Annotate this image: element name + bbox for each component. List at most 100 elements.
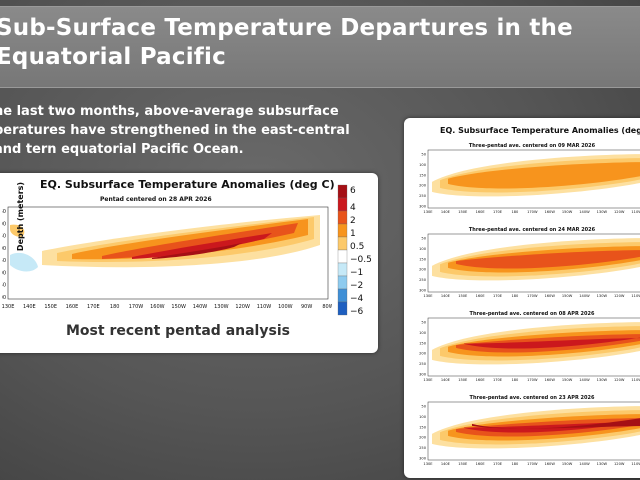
- right-y-tick: 200: [419, 436, 427, 440]
- right-x-tick: 150W: [562, 294, 573, 298]
- slide-subtitle: he last two months, above-average subsur…: [0, 104, 350, 157]
- right-x-tick: 170E: [493, 294, 503, 298]
- right-y-tick: 300: [419, 373, 427, 377]
- right-y-tick: 100: [419, 163, 427, 167]
- warm-anomaly-layer: [448, 162, 640, 189]
- main-x-tick: 140E: [23, 304, 36, 310]
- right-x-tick: 130E: [423, 462, 433, 466]
- colorbar-swatch: [337, 275, 348, 290]
- main-y-axis: 50 100 150 200 250 300 350 400: [2, 209, 6, 301]
- right-x-tick: 110W: [631, 462, 640, 466]
- main-x-tick: 150W: [171, 304, 186, 310]
- main-y-tick: 100: [2, 221, 6, 227]
- right-x-tick: 130E: [423, 294, 433, 298]
- colorbar-swatch: [337, 236, 348, 251]
- pentad-map-label: Three-pentad ave. centered on 08 APR 202…: [470, 311, 595, 317]
- colorbar-swatch: [337, 223, 348, 238]
- main-x-tick: 170W: [129, 304, 144, 310]
- right-x-tick: 180: [511, 462, 519, 466]
- right-x-tick: 110W: [631, 294, 640, 298]
- colorbar-label: −0.5: [350, 255, 372, 265]
- right-y-tick: 100: [419, 415, 427, 419]
- right-x-tick: 160W: [544, 462, 555, 466]
- depth-axis-label: Depth (meters): [16, 181, 26, 252]
- right-x-tick: 120W: [614, 294, 625, 298]
- right-x-tick: 170E: [493, 462, 503, 466]
- right-y-tick: 100: [419, 331, 427, 335]
- right-x-tick: 180: [511, 294, 519, 298]
- right-y-tick: 250: [419, 446, 427, 450]
- right-y-tick: 250: [419, 362, 427, 366]
- colorbar-label: −1: [350, 268, 363, 278]
- warm-anomaly-layer: [464, 337, 640, 349]
- right-x-tick: 120W: [614, 462, 625, 466]
- right-x-tick: 130W: [597, 210, 608, 214]
- main-x-tick: 140W: [193, 304, 208, 310]
- right-x-tick: 180: [511, 210, 519, 214]
- pentad-map: Three-pentad ave. centered on 23 APR 202…: [419, 395, 640, 466]
- right-y-tick: 150: [419, 257, 427, 261]
- main-caption: Most recent pentad analysis: [66, 323, 290, 339]
- main-x-tick: 110W: [257, 304, 272, 310]
- three-pentad-panel: EQ. Subsurface Temperature Anomalies (de…: [404, 118, 640, 478]
- warm-anomaly-layer: [10, 224, 25, 237]
- main-y-tick: 200: [2, 246, 6, 252]
- right-x-tick: 170W: [527, 210, 538, 214]
- right-x-tick: 110W: [631, 210, 640, 214]
- pentad-map: Three-pentad ave. centered on 08 APR 202…: [419, 311, 640, 382]
- right-x-tick: 120W: [614, 210, 625, 214]
- main-x-tick: 120W: [235, 304, 250, 310]
- right-x-tick: 170W: [527, 294, 538, 298]
- colorbar-label: 0.5: [350, 242, 364, 252]
- main-chart-title: EQ. Subsurface Temperature Anomalies (de…: [40, 178, 335, 191]
- right-x-tick: 160W: [544, 378, 555, 382]
- colorbar-swatch: [337, 301, 348, 316]
- right-x-tick: 130W: [597, 294, 608, 298]
- right-x-tick: 170W: [527, 378, 538, 382]
- right-x-tick: 150E: [458, 294, 468, 298]
- right-x-tick: 170E: [493, 378, 503, 382]
- colorbar-swatch: [337, 184, 348, 199]
- right-y-tick: 150: [419, 341, 427, 345]
- right-x-tick: 150E: [458, 378, 468, 382]
- main-y-tick: 350: [2, 283, 6, 289]
- main-x-tick: 160E: [66, 304, 79, 310]
- main-x-tick: 160W: [150, 304, 165, 310]
- right-x-tick: 160E: [476, 294, 486, 298]
- main-x-tick: 170E: [87, 304, 100, 310]
- right-y-tick: 50: [421, 153, 426, 157]
- main-x-tick: 150E: [44, 304, 57, 310]
- main-y-tick: 400: [2, 295, 6, 301]
- right-y-tick: 50: [421, 321, 426, 325]
- main-x-tick: 130W: [214, 304, 229, 310]
- colorbar-swatch: [337, 249, 348, 264]
- right-x-tick: 130W: [597, 378, 608, 382]
- colorbar-label: 1: [350, 229, 356, 239]
- right-x-tick: 140E: [441, 210, 451, 214]
- right-x-tick: 160E: [476, 378, 486, 382]
- right-y-tick: 200: [419, 184, 427, 188]
- right-x-tick: 160E: [476, 210, 486, 214]
- warm-anomaly-layer: [72, 219, 308, 260]
- right-y-tick: 200: [419, 352, 427, 356]
- right-x-tick: 130E: [423, 378, 433, 382]
- colorbar-swatch: [337, 288, 348, 303]
- right-y-tick: 250: [419, 194, 427, 198]
- main-x-tick: 130E: [2, 304, 14, 310]
- right-x-tick: 160W: [544, 210, 555, 214]
- right-x-tick: 150E: [458, 462, 468, 466]
- warm-anomaly-layer: [102, 223, 298, 259]
- right-x-tick: 160E: [476, 462, 486, 466]
- main-x-tick: 180: [110, 304, 120, 310]
- main-anomaly-panel: EQ. Subsurface Temperature Anomalies (de…: [0, 173, 378, 353]
- right-y-tick: 200: [419, 268, 427, 272]
- pentad-map: Three-pentad ave. centered on 24 MAR 202…: [419, 227, 640, 298]
- main-x-tick: 80W: [322, 304, 332, 310]
- right-x-tick: 150W: [562, 210, 573, 214]
- cool-anomaly-patch: [10, 252, 38, 272]
- main-y-tick: 300: [2, 270, 6, 276]
- right-y-tick: 300: [419, 205, 427, 209]
- three-pentad-maps: Three-pentad ave. centered on 09 MAR 202…: [419, 143, 640, 466]
- right-x-tick: 160W: [544, 294, 555, 298]
- right-x-tick: 120W: [614, 378, 625, 382]
